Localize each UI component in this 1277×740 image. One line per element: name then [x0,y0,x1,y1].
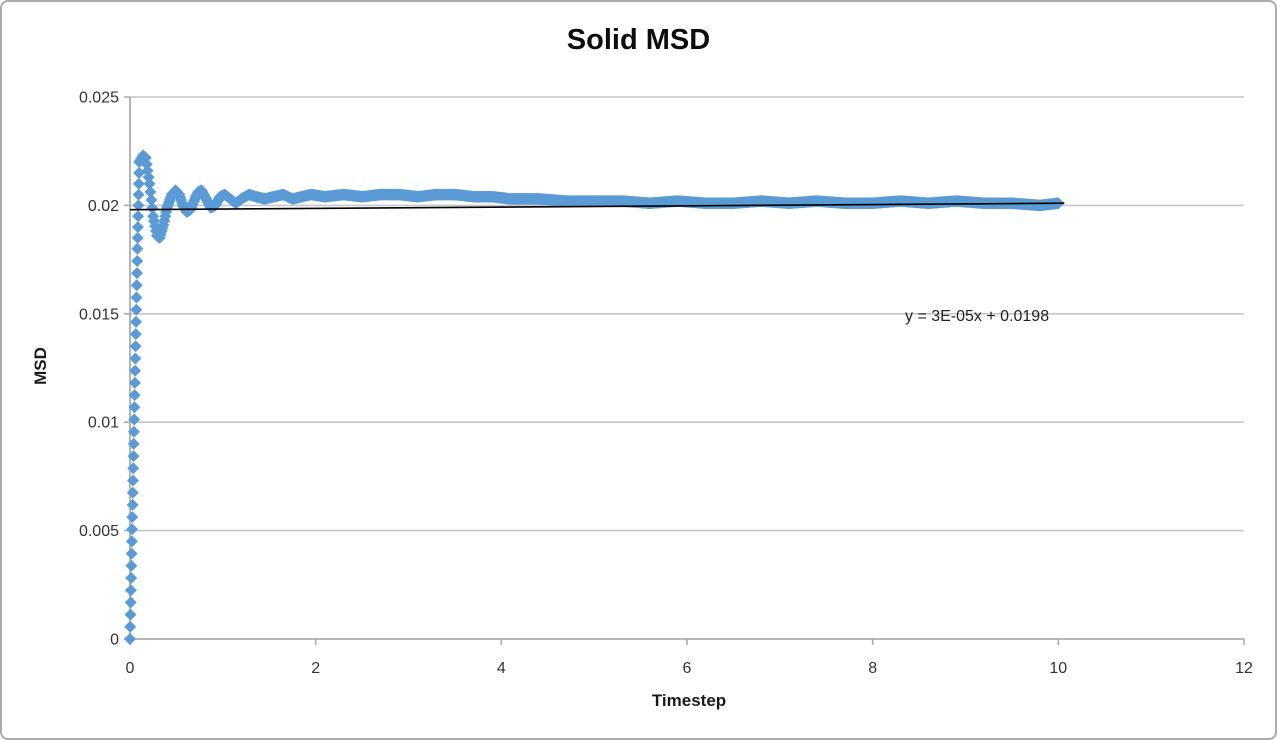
y-tick-label: 0 [110,632,119,649]
trendline [129,202,1065,211]
y-tick-label: 0.01 [88,415,119,432]
x-tick-label: 4 [497,660,506,677]
y-tick-label: 0.025 [79,90,119,107]
x-tick-label: 2 [311,660,320,677]
y-tick-label: 0.005 [79,523,119,540]
x-tick-label: 12 [1235,660,1253,677]
chart-title: Solid MSD [566,24,711,56]
x-tick-label: 10 [1049,660,1067,677]
trendline-equation: y = 3E-05x + 0.0198 [905,308,1050,325]
msd-series-markers [124,149,1065,645]
x-tick-label: 8 [868,660,877,677]
x-tick-label: 0 [126,660,135,677]
x-axis-title: Timestep [651,691,727,710]
x-tick-label: 6 [683,660,692,677]
y-tick-label: 0.02 [88,198,119,215]
y-tick-label: 0.015 [79,306,119,323]
